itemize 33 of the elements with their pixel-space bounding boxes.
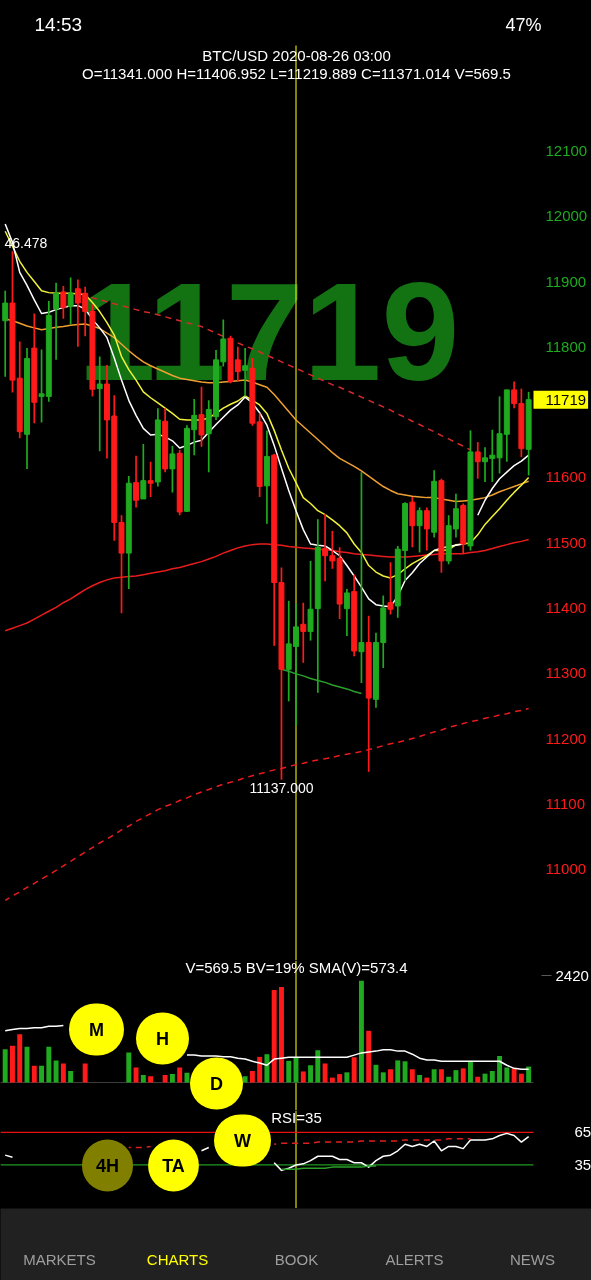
y-tick-label: 11400 [545,598,587,616]
y-tick-label: 11200 [545,729,587,747]
y-tick-label: 11800 [545,337,587,355]
annotation: W [234,1130,252,1151]
annotation: 11137.000 [249,779,314,796]
annotation: D [210,1073,223,1094]
text: CHARTS [146,1251,209,1268]
text: MARKETS [23,1251,96,1268]
text: ALERTS [385,1251,444,1268]
text: 47% [505,14,542,35]
y-tick-label: 12000 [545,207,588,225]
y-tick-label: 65 [574,1123,591,1141]
chart-title: BTC/USD 2020-08-26 03:00 [202,47,391,64]
y-tick-label: 11900 [545,272,587,290]
text: 14:53 [34,14,83,35]
text: 11719 [545,390,587,408]
y-tick-label: 11600 [545,468,587,486]
annotation: TA [162,1155,185,1176]
text: O=11341.000 H=11406.952 L=11219.889 C=11371.014 V=569.5 [82,65,511,82]
y-tick-label: 2420 [555,966,589,984]
y-tick-label: 11000 [545,860,587,878]
y-tick-label: 12100 [545,141,588,159]
annotation: 4H [96,1155,120,1176]
chart-title: RSI=35 [271,1109,322,1126]
y-tick-label: 11100 [545,794,585,812]
annotation: M [89,1019,104,1040]
annotation: H [156,1028,169,1049]
y-tick-label: 11500 [545,533,587,551]
text: BOOK [274,1251,319,1268]
chart-title: V=569.5 BV=19% SMA(V)=573.4 [185,959,408,976]
y-tick-label: 11300 [545,664,587,682]
y-tick-label: 35 [574,1155,591,1173]
text: NEWS [510,1251,555,1268]
